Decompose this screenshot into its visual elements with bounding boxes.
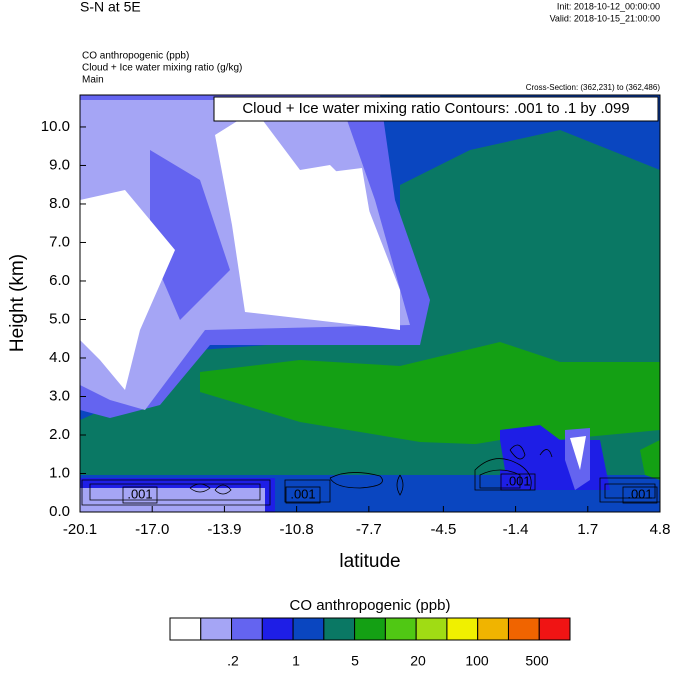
- title: S-N at 5E: [80, 0, 141, 15]
- colorbar-title: CO anthropogenic (ppb): [290, 597, 451, 614]
- colorbar-label: 5: [351, 653, 359, 668]
- x-tick-label: -7.7: [356, 521, 382, 538]
- colorbar-swatch: [538, 617, 571, 641]
- contour-info: Cloud + Ice water mixing ratio Contours:…: [242, 100, 629, 117]
- x-tick-label: 1.7: [577, 521, 598, 538]
- colorbar-swatch: [507, 617, 540, 641]
- colorbar-swatch: [415, 617, 448, 641]
- colorbar-swatch: [384, 617, 417, 641]
- field-label: CO anthropogenic (ppb): [82, 51, 189, 62]
- field-label: Cloud + Ice water mixing ratio (g/kg): [82, 63, 242, 74]
- y-tick-label: 3.0: [49, 387, 70, 404]
- colorbar-swatch: [477, 617, 509, 641]
- colorbar-swatch: [323, 617, 356, 641]
- contour-label-box: [285, 486, 321, 504]
- colorbar-label: 20: [410, 653, 426, 668]
- y-tick-label: 4.0: [49, 349, 70, 366]
- y-tick-label: 10.0: [41, 118, 70, 135]
- y-tick-label: 6.0: [49, 272, 70, 289]
- x-tick-label: 4.8: [650, 521, 671, 538]
- contour-label: .001: [627, 486, 652, 501]
- colorbar-swatch: [446, 617, 479, 641]
- y-tick-label: 0.0: [49, 503, 70, 520]
- x-tick-label: -20.1: [63, 521, 97, 538]
- y-tick-label: 7.0: [49, 233, 70, 250]
- info-box: [213, 96, 659, 122]
- contour-label: .001: [290, 486, 315, 501]
- colorbar-label: 100: [465, 653, 489, 668]
- colorbar-swatch: [354, 617, 386, 641]
- colorbar-swatch: [292, 617, 325, 641]
- y-axis-label: Height (km): [7, 254, 28, 352]
- colorbar-label: .2: [227, 653, 239, 668]
- x-tick-label: -17.0: [135, 521, 169, 538]
- contour-label-box: [122, 486, 158, 504]
- x-axis-label: latitude: [339, 551, 400, 572]
- x-tick-label: -1.4: [503, 521, 529, 538]
- plot-frame: [79, 94, 661, 513]
- y-tick-label: 8.0: [49, 195, 70, 212]
- valid: Valid: 2018-10-15_21:00:00: [550, 13, 660, 23]
- colorbar-swatch: [169, 617, 202, 641]
- field-label: Main: [82, 75, 104, 86]
- y-tick-label: 1.0: [49, 464, 70, 481]
- x-tick-label: -4.5: [430, 521, 456, 538]
- y-tick-label: 2.0: [49, 426, 70, 443]
- contour-label: .001: [127, 486, 152, 501]
- x-tick-label: -10.8: [280, 521, 314, 538]
- contour-label-box: [500, 473, 536, 491]
- y-tick-label: 9.0: [49, 156, 70, 173]
- colorbar-label: 500: [525, 653, 549, 668]
- field: [80, 95, 661, 512]
- x-tick-label: -13.9: [207, 521, 241, 538]
- colorbar-label: 1: [292, 653, 300, 668]
- init: Init: 2018-10-12_00:00:00: [557, 1, 660, 11]
- colorbar-swatch: [261, 617, 294, 641]
- cross-section: Cross-Section: (362,231) to (362,486): [526, 83, 661, 92]
- colorbar-swatch: [200, 617, 233, 641]
- colorbar-swatch: [231, 617, 263, 641]
- y-tick-label: 5.0: [49, 310, 70, 327]
- contour-label-box: [622, 486, 658, 504]
- contour-label: .001: [505, 473, 530, 488]
